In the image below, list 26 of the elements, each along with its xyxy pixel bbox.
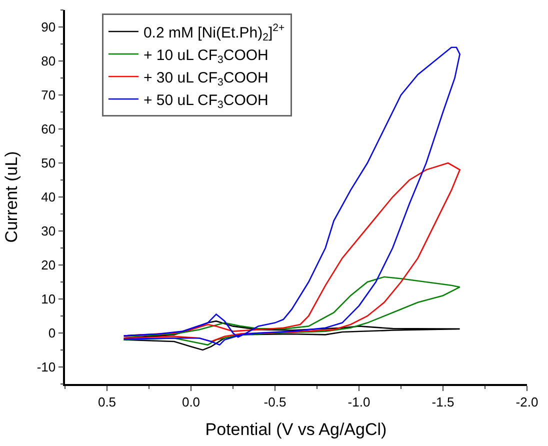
- x-tick-label: 0.5: [98, 394, 116, 410]
- x-tick-label: -1.5: [432, 394, 454, 410]
- y-tick-label: -10: [36, 360, 56, 375]
- x-tick-label: 0.0: [182, 394, 200, 410]
- legend-label: + 10 uL CF$_{3}$COOH: [143, 46, 268, 66]
- x-axis-title: Potential (V vs Ag/AgCl): [205, 420, 387, 440]
- x-tick-label: -1.0: [348, 394, 370, 410]
- legend-label: + 30 uL CF$_{3}$COOH: [143, 69, 268, 88]
- y-tick-label: 60: [41, 122, 56, 137]
- y-tick-label: 0: [48, 326, 56, 341]
- legend-label: + 50 uL CF$_{3}$COOH: [143, 92, 268, 111]
- y-tick-label: 50: [41, 156, 56, 171]
- y-tick-label: 70: [41, 88, 56, 103]
- y-tick-label: 90: [41, 20, 56, 35]
- line-series: [123, 276, 460, 346]
- legend-label: 0.2 mM [Ni(Et.Ph)$_{2}$]$^{2+}$: [143, 22, 285, 44]
- y-tick-label: 30: [41, 224, 56, 239]
- line-series: [123, 162, 460, 342]
- y-axis-title: Current (uL): [2, 151, 21, 243]
- y-tick-label: 40: [41, 190, 56, 205]
- x-tick-label: -0.5: [264, 394, 286, 410]
- y-tick-label: 20: [41, 258, 56, 273]
- line-series: [123, 46, 460, 346]
- y-tick-label: 10: [41, 292, 56, 307]
- y-tick-label: 80: [41, 54, 56, 69]
- x-tick-label: -2.0: [516, 394, 538, 410]
